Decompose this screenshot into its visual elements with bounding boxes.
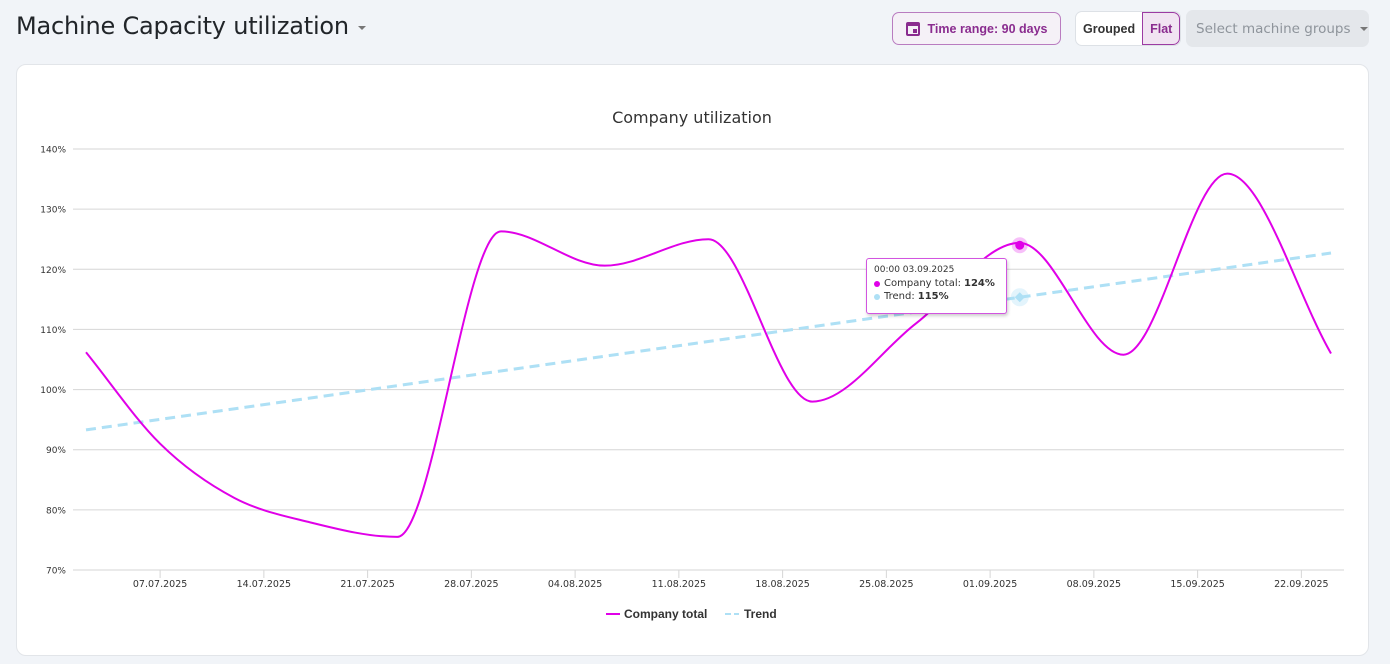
x-tick-label: 22.09.2025 [1274, 579, 1328, 590]
view-toggle: Grouped Flat [1075, 11, 1182, 46]
chart-title: Company utilization [612, 108, 772, 127]
x-tick-label: 04.08.2025 [548, 579, 602, 590]
x-tick-label: 28.07.2025 [444, 579, 498, 590]
trend-dot-icon [874, 293, 880, 300]
chart-tooltip: 00:00 03.09.2025 Company total: 124% Tre… [866, 258, 1007, 314]
x-tick-label: 11.08.2025 [652, 579, 706, 590]
page-title-text: Machine Capacity utilization [16, 12, 349, 40]
y-tick-label: 90% [46, 446, 66, 456]
y-tick-label: 70% [46, 567, 66, 577]
y-tick-label: 110% [40, 326, 66, 336]
y-tick-label: 80% [46, 506, 66, 516]
x-tick-label: 01.09.2025 [963, 579, 1017, 590]
x-tick-label: 25.08.2025 [859, 579, 913, 590]
chevron-down-icon [1359, 26, 1368, 31]
tooltip-trend-value: 115% [917, 291, 949, 302]
y-tick-label: 120% [40, 266, 66, 276]
tooltip-company-row: Company total: 124% [874, 277, 999, 290]
tooltip-company-label: Company total: [884, 278, 961, 289]
page-title[interactable]: Machine Capacity utilization [16, 12, 366, 40]
grouped-view-button[interactable]: Grouped [1083, 21, 1136, 36]
legend-company-total[interactable]: Company total [624, 607, 707, 621]
trend-line [85, 251, 1332, 432]
grid [73, 148, 1344, 571]
flat-view-button[interactable]: Flat [1142, 12, 1181, 45]
tooltip-timestamp: 00:00 03.09.2025 [874, 265, 955, 275]
legend: Company total Trend [606, 607, 777, 621]
tooltip-trend-row: Trend: 115% [874, 290, 999, 303]
y-tick-label: 140% [40, 146, 66, 156]
company-dot-icon [874, 280, 880, 287]
x-tick-label: 07.07.2025 [133, 579, 187, 590]
x-axis: 07.07.2025 14.07.2025 21.07.2025 28.07.2025… [133, 570, 1329, 590]
tooltip-company-value: 124% [964, 278, 995, 289]
x-tick-label: 21.07.2025 [340, 579, 394, 590]
y-tick-label: 130% [40, 206, 66, 216]
chart-card [16, 64, 1369, 656]
y-axis: 70% 80% 90% 100% 110% 120% 130% 140% [40, 146, 66, 577]
machine-groups-placeholder: Select machine groups [1196, 20, 1351, 37]
x-tick-label: 08.09.2025 [1067, 579, 1121, 590]
x-tick-label: 18.08.2025 [755, 579, 809, 590]
company-total-line [85, 172, 1332, 538]
time-range-label: Time range: 90 days [927, 21, 1048, 36]
trend-hover-marker [1014, 292, 1025, 303]
y-tick-label: 100% [40, 386, 66, 396]
time-range-button[interactable]: Time range: 90 days [892, 12, 1061, 45]
tooltip-trend-label: Trend: [884, 291, 915, 302]
company-hover-marker [1015, 240, 1025, 250]
calendar-icon [905, 21, 920, 36]
legend-trend[interactable]: Trend [744, 607, 777, 621]
machine-groups-select[interactable]: Select machine groups [1186, 10, 1369, 47]
x-tick-label: 15.09.2025 [1170, 579, 1224, 590]
x-tick-label: 14.07.2025 [237, 579, 291, 590]
chevron-down-icon[interactable] [357, 26, 366, 30]
series [85, 172, 1332, 538]
